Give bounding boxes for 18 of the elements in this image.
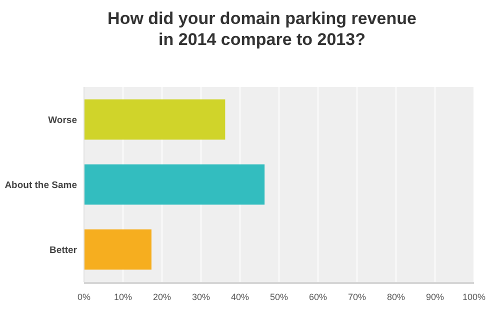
x-tick-label: 90% [426,292,444,302]
bar [84,229,152,270]
chart-title: How did your domain parking revenue in 2014 compare to 2013? [108,9,416,49]
x-tick-label: 50% [270,292,288,302]
x-tick-label: 60% [308,292,328,302]
bar [84,99,226,140]
y-tick-label: Better [50,245,78,256]
x-tick-label: 70% [348,292,366,302]
x-tick-label: 20% [152,292,172,302]
x-tick-label: 80% [386,292,406,302]
x-tick-label: 10% [114,292,132,302]
x-tick-label: 40% [230,292,250,302]
bar [84,164,265,205]
x-tick-label: 0% [77,292,91,302]
x-tick-label: 30% [192,292,210,302]
y-tick-label: Worse [48,115,77,126]
y-tick-label: About the Same [4,180,77,191]
x-tick-label: 100% [462,292,486,302]
